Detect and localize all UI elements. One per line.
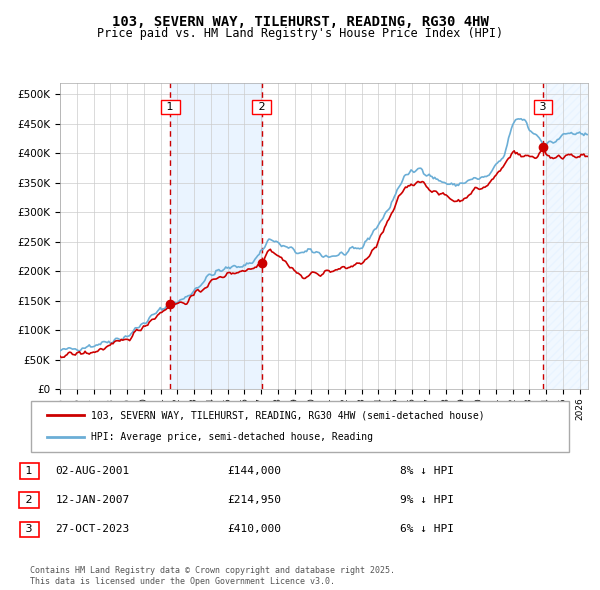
Text: £144,000: £144,000 (227, 466, 281, 476)
Text: 12-JAN-2007: 12-JAN-2007 (56, 495, 130, 505)
Text: 27-OCT-2023: 27-OCT-2023 (56, 525, 130, 535)
Text: 1: 1 (163, 102, 178, 112)
Text: 103, SEVERN WAY, TILEHURST, READING, RG30 4HW (semi-detached house): 103, SEVERN WAY, TILEHURST, READING, RG3… (91, 410, 485, 420)
Text: £410,000: £410,000 (227, 525, 281, 535)
Bar (170, 83, 262, 389)
Text: £214,950: £214,950 (227, 495, 281, 505)
Text: HPI: Average price, semi-detached house, Reading: HPI: Average price, semi-detached house,… (91, 432, 373, 442)
Text: 9% ↓ HPI: 9% ↓ HPI (400, 495, 454, 505)
Bar (543, 83, 588, 389)
Text: 8% ↓ HPI: 8% ↓ HPI (400, 466, 454, 476)
Text: Price paid vs. HM Land Registry's House Price Index (HPI): Price paid vs. HM Land Registry's House … (97, 27, 503, 40)
Text: 103, SEVERN WAY, TILEHURST, READING, RG30 4HW: 103, SEVERN WAY, TILEHURST, READING, RG3… (112, 15, 488, 29)
Text: Contains HM Land Registry data © Crown copyright and database right 2025.
This d: Contains HM Land Registry data © Crown c… (30, 566, 395, 586)
Text: 1: 1 (22, 466, 36, 476)
Text: 3: 3 (22, 525, 36, 535)
Text: 6% ↓ HPI: 6% ↓ HPI (400, 525, 454, 535)
Text: 02-AUG-2001: 02-AUG-2001 (56, 466, 130, 476)
Text: 2: 2 (22, 495, 37, 505)
Text: 3: 3 (536, 102, 550, 112)
Text: 2: 2 (254, 102, 269, 112)
FancyBboxPatch shape (31, 401, 569, 452)
